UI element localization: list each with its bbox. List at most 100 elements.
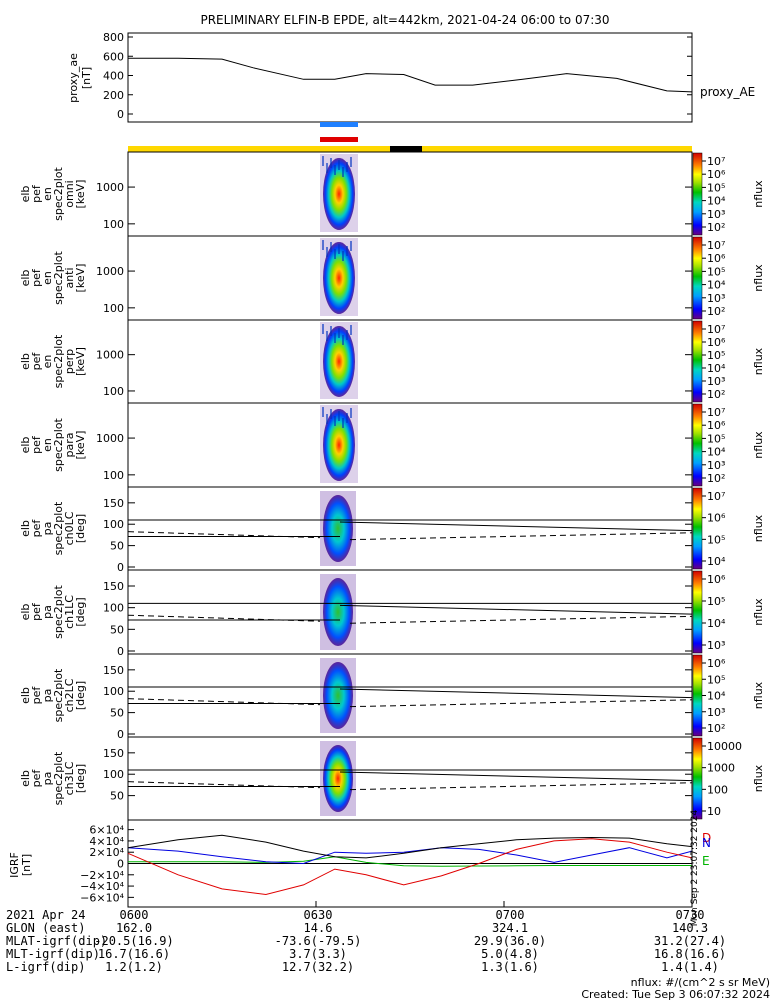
tick-label: 1000 [96, 181, 124, 194]
plot-title: PRELIMINARY ELFIN-B EPDE, alt=442km, 202… [200, 13, 609, 27]
axis-label: [nT] [20, 854, 33, 876]
tick-label: 10⁶ [707, 512, 726, 525]
ephemeris-row-label: MLAT-igrf(dip) [6, 934, 107, 948]
axis-label: spec2plot [52, 251, 65, 305]
axis-label: [keV] [74, 264, 87, 293]
tick-label: 10⁷ [707, 406, 725, 419]
ephemeris-row-label: GLON (east) [6, 921, 85, 935]
tick-label: 100 [103, 218, 124, 231]
axis-label: [deg] [74, 764, 87, 793]
science-zone-blue-marker [320, 122, 358, 127]
tick-label: 10³ [707, 706, 725, 719]
colorbar [692, 737, 703, 820]
colorbar-label: nflux [752, 264, 765, 292]
tick-label: 10⁴ [707, 195, 726, 208]
flux-speck [346, 246, 348, 256]
colorbar [692, 570, 703, 654]
flux-speck [346, 162, 348, 172]
tick-label: 10000 [707, 740, 742, 753]
axis-label: pef [30, 519, 43, 538]
ephemeris-value: 0730 [676, 908, 705, 922]
flux-blob [323, 158, 355, 230]
flux-speck [342, 418, 344, 428]
ephemeris-value: 324.1 [492, 921, 528, 935]
tick-label: 10⁵ [707, 349, 725, 362]
ephemeris-row-label: 2021 Apr 24 [6, 908, 85, 922]
tick-label: 10⁶ [707, 168, 726, 181]
colorbar [692, 236, 703, 320]
flux-blob [323, 495, 353, 562]
ephemeris-value: 3.7(3.3) [289, 947, 347, 961]
axis-label: pef [30, 769, 43, 788]
tick-label: 10⁴ [707, 555, 726, 568]
ephemeris-value: -20.5(16.9) [94, 934, 173, 948]
igrf-side-label-D: D [702, 831, 711, 845]
axis-label: en [41, 187, 54, 201]
anti-loss-cone-line [127, 614, 693, 624]
proxy-ae-legend: proxy_AE [700, 85, 755, 99]
tick-label: 0 [117, 645, 124, 658]
axis-label: spec2plot [52, 334, 65, 388]
flux-speck [330, 242, 332, 252]
tick-label: 1000 [707, 762, 735, 775]
axis-label: ch1LC [63, 595, 76, 629]
flux-speck [338, 244, 340, 254]
ephemeris-value: -73.6(-79.5) [275, 934, 362, 948]
tick-label: 10⁵ [707, 432, 725, 445]
axis-label: pef [30, 184, 43, 203]
axis-label: elb [19, 687, 32, 704]
axis-label: en [41, 355, 54, 369]
tick-label: −6×10⁴ [80, 891, 124, 904]
units-note: nflux: #/(cm^2 s sr MeV) [631, 976, 770, 989]
tick-label: 100 [707, 783, 728, 796]
axis-label: para [63, 433, 76, 458]
tick-label: 10² [707, 221, 725, 234]
tick-label: 150 [103, 497, 124, 510]
tick-label: 10³ [707, 292, 725, 305]
flux-speck [346, 413, 348, 423]
flux-speck [346, 330, 348, 340]
tick-label: 10⁵ [707, 265, 725, 278]
flux-speck [330, 409, 332, 419]
axis-label: spec2plot [52, 501, 65, 555]
tick-label: 4×10⁴ [89, 835, 124, 848]
axis-label: spec2plot [52, 751, 65, 805]
tick-label: 10⁴ [707, 690, 726, 703]
proxy-ae-line [128, 57, 693, 93]
anti-loss-cone-line [127, 781, 693, 791]
colorbar-label: nflux [752, 764, 765, 792]
igrf-series-D [127, 838, 693, 896]
tick-label: 100 [103, 768, 124, 781]
tick-label: 10⁷ [707, 490, 725, 503]
igrf-series-total [127, 834, 693, 859]
tick-label: 10⁷ [707, 323, 725, 336]
spectrogram-frame-para [127, 402, 693, 488]
tick-label: 800 [103, 31, 124, 44]
loss-cone-slope [339, 521, 693, 532]
flux-speck [322, 324, 324, 334]
tick-label: 600 [103, 50, 124, 63]
tick-label: 10 [707, 805, 721, 818]
tick-label: 100 [103, 302, 124, 315]
status-bar-black [390, 146, 422, 152]
axis-label: omni [63, 180, 76, 207]
ephemeris-value: 0700 [496, 908, 525, 922]
flux-speck [334, 165, 336, 175]
ephemeris-value: 0600 [120, 908, 149, 922]
tick-label: 10⁴ [707, 362, 726, 375]
flux-speck [330, 326, 332, 336]
tick-label: 10⁷ [707, 155, 725, 168]
igrf-side-label-N: N [702, 836, 711, 850]
flux-speck [350, 325, 352, 335]
tick-label: 10³ [707, 459, 725, 472]
loss-cone-slope [339, 604, 693, 615]
axis-label: pef [30, 268, 43, 287]
igrf-series-E [128, 856, 692, 867]
loss-cone-slope [339, 688, 693, 699]
tick-label: 10² [707, 472, 725, 485]
flux-speck [326, 247, 328, 257]
flux-blob [323, 326, 355, 397]
flux-speck [350, 241, 352, 251]
axis-label: elb [19, 604, 32, 621]
